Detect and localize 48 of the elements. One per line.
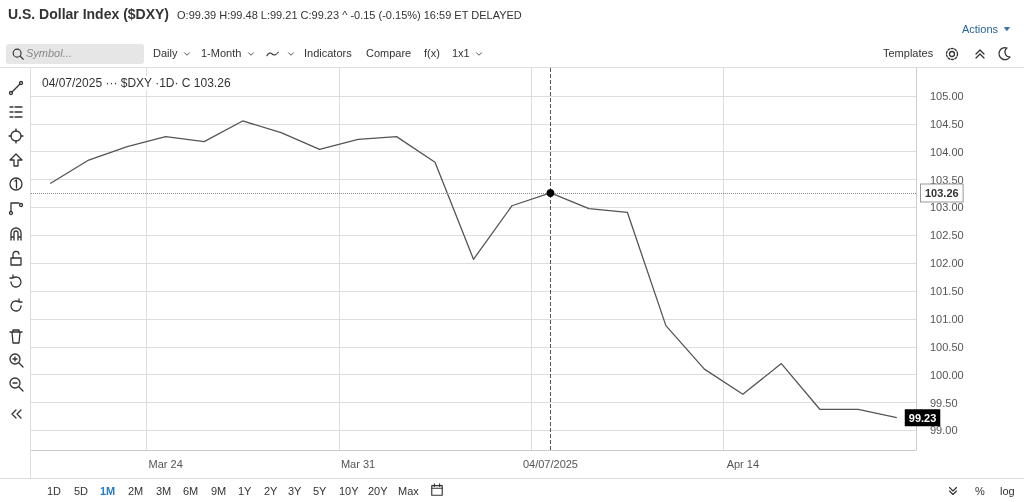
text: 5D bbox=[74, 485, 89, 497]
chart-title: U.S. Dollar Index ($DXY) bbox=[8, 6, 170, 22]
text: 6M bbox=[183, 485, 199, 497]
y-tick-label: 103.50 bbox=[930, 173, 964, 186]
y-tick-label: 100.00 bbox=[930, 368, 964, 381]
y-tick-label: 102.50 bbox=[930, 229, 964, 242]
text: Symbol... bbox=[26, 47, 72, 59]
annotation: 04/07/2025 ··· $DXY ·1D· C 103.26 bbox=[42, 76, 231, 90]
y-tick-label: 103.00 bbox=[930, 201, 964, 214]
text: 3Y bbox=[288, 485, 302, 497]
x-tick-label: Mar 24 bbox=[148, 457, 183, 470]
text: 10Y bbox=[339, 485, 359, 497]
x-tick-label: Apr 14 bbox=[726, 457, 760, 470]
y-tick-label: 101.50 bbox=[930, 285, 964, 298]
text: 1Y bbox=[238, 485, 252, 497]
ref-line-label: 103.26 bbox=[925, 186, 959, 199]
y-tick-label: 104.00 bbox=[930, 145, 964, 158]
line-series bbox=[49, 120, 898, 419]
chart-subtitle: O:99.39 H:99.48 L:99.21 C:99.23 ^ -0.15 (-0.15%) 16:59 ET DELAYED bbox=[177, 9, 522, 21]
text: 2M bbox=[128, 485, 144, 497]
text: % bbox=[975, 485, 985, 497]
text: Max bbox=[398, 485, 419, 497]
text: Templates bbox=[883, 47, 934, 59]
text: Indicators bbox=[304, 47, 352, 59]
text: Daily bbox=[153, 47, 178, 59]
y-tick-label: 100.50 bbox=[930, 340, 964, 353]
text: 1M bbox=[100, 485, 116, 497]
text: 3M bbox=[156, 485, 172, 497]
y-tick-label: 99.50 bbox=[930, 396, 958, 409]
x-tick-label: 04/07/2025 bbox=[522, 457, 578, 470]
y-tick-label: 101.00 bbox=[930, 312, 964, 325]
y-tick-label: 104.50 bbox=[930, 117, 964, 130]
x-tick-label: Mar 31 bbox=[340, 457, 376, 470]
text: 2Y bbox=[264, 485, 278, 497]
y-tick-label: 99.00 bbox=[930, 424, 958, 437]
text: f(x) bbox=[424, 47, 440, 59]
text: 20Y bbox=[368, 485, 388, 497]
text: 1x1 bbox=[452, 47, 470, 59]
text: Compare bbox=[366, 47, 412, 59]
y-tick-label: 102.00 bbox=[930, 257, 964, 270]
data-label: 99.23 bbox=[908, 411, 937, 424]
text: log bbox=[1000, 485, 1015, 497]
text: 9M bbox=[211, 485, 227, 497]
text: 1-Month bbox=[201, 47, 242, 59]
text: Actions bbox=[961, 23, 998, 35]
text: 1D bbox=[47, 485, 62, 497]
y-tick-label: 105.00 bbox=[930, 89, 964, 102]
text: 5Y bbox=[313, 485, 327, 497]
